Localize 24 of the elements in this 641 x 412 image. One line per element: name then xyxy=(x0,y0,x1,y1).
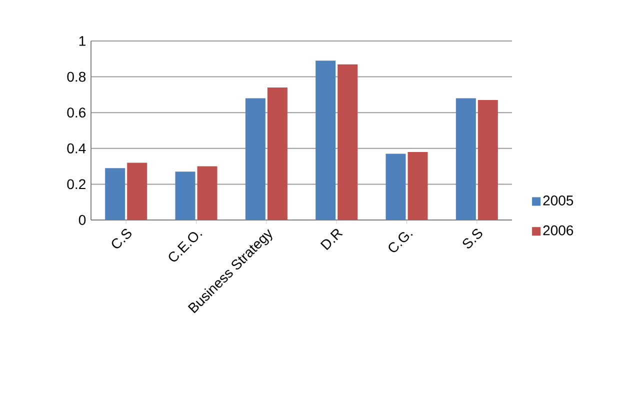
bar xyxy=(386,154,406,220)
bar xyxy=(267,88,288,220)
bar xyxy=(197,166,218,220)
bar xyxy=(316,60,336,220)
y-tick-label: 0.6 xyxy=(67,108,86,118)
y-tick-label: 0 xyxy=(78,215,86,225)
bar xyxy=(245,98,266,220)
x-tick-label: S.S xyxy=(462,228,482,248)
bar xyxy=(105,168,126,220)
y-tick-label: 1 xyxy=(79,36,86,46)
bar xyxy=(175,172,196,220)
bar xyxy=(338,64,358,220)
legend-label: 2005 xyxy=(543,196,574,206)
y-tick-label: 0.2 xyxy=(67,179,86,190)
x-tick-label: D.R xyxy=(320,228,343,250)
y-tick-label: 0.8 xyxy=(67,72,86,82)
bar xyxy=(127,162,148,220)
x-tick-label: C.G. xyxy=(388,232,413,252)
bar xyxy=(456,98,476,220)
x-tick-label: C.S xyxy=(112,228,132,248)
y-tick-label: 0.4 xyxy=(67,143,86,154)
bar xyxy=(408,152,428,220)
bar xyxy=(478,100,498,220)
legend-label: 2006 xyxy=(543,225,574,236)
